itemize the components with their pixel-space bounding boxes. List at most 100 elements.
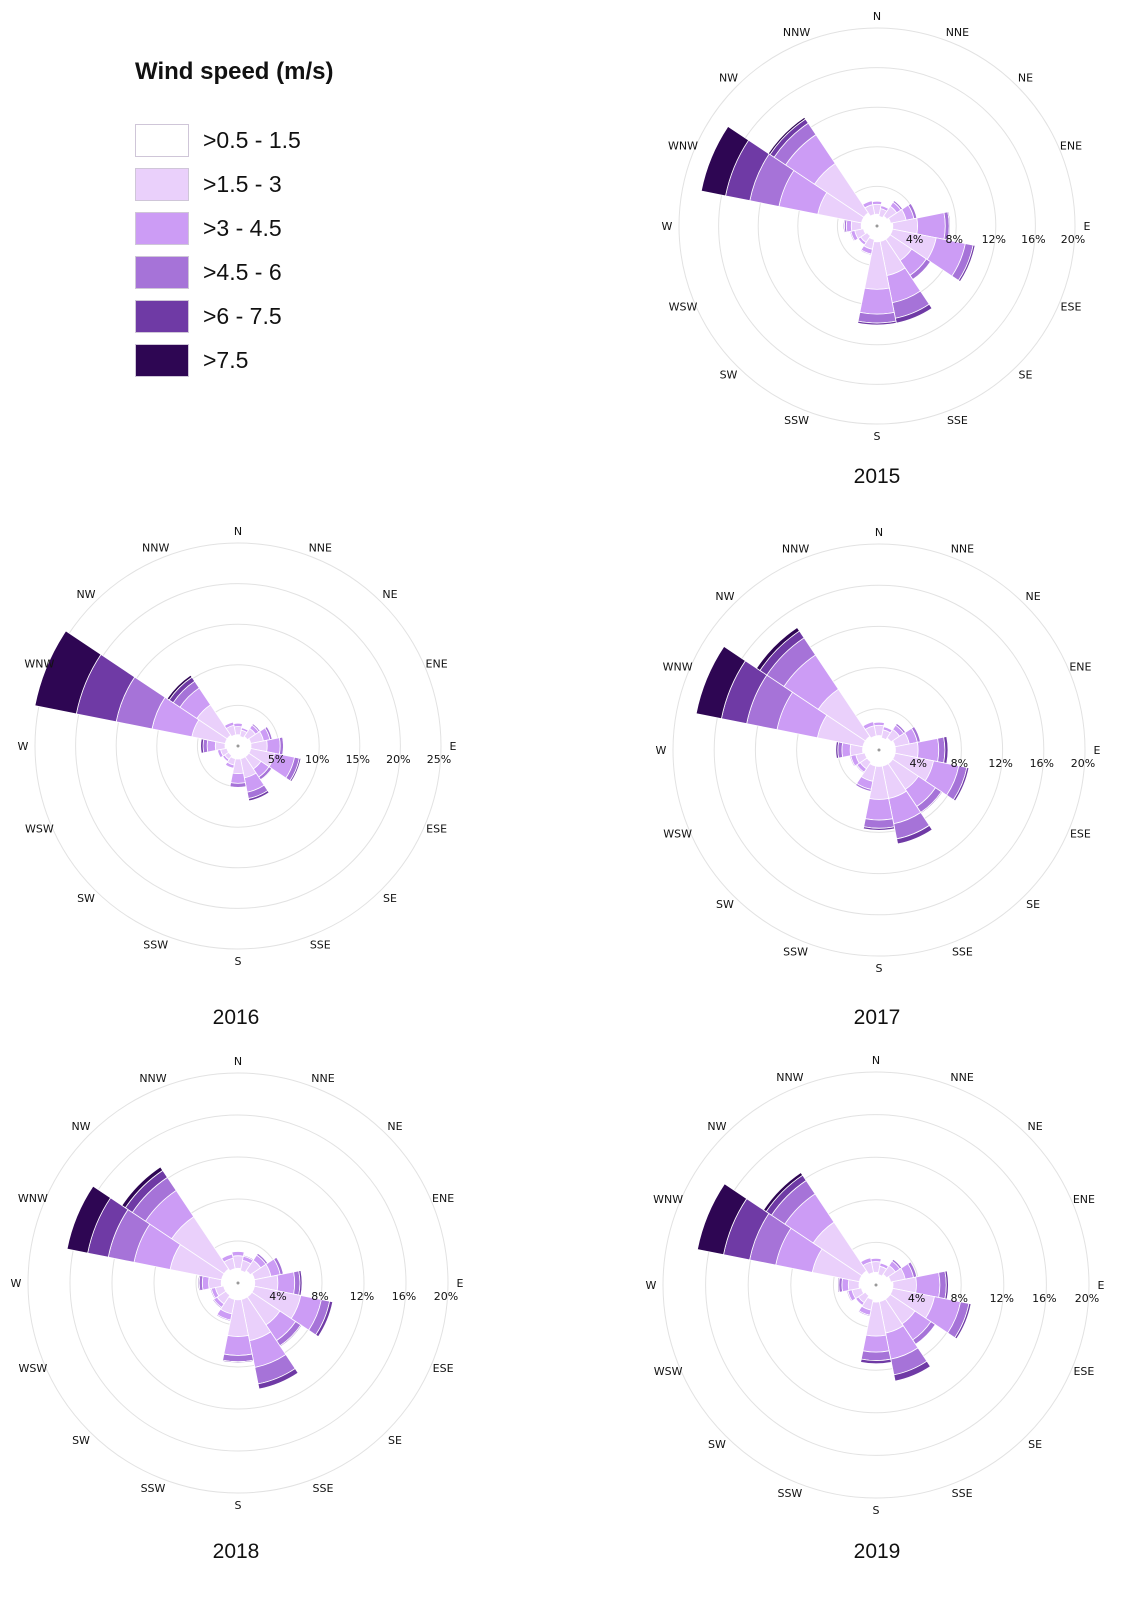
legend-item: >7.5 [135, 338, 455, 382]
direction-label: NE [1026, 590, 1041, 603]
direction-label: SW [720, 369, 738, 382]
direction-label: E [450, 740, 457, 753]
direction-label: NNW [782, 543, 809, 556]
direction-label: NW [707, 1120, 726, 1133]
wind-bar-segment [767, 116, 807, 156]
wind-bar-segment [315, 1300, 334, 1338]
grid-ring [672, 543, 1086, 957]
direction-label: SSW [784, 414, 809, 427]
direction-label: E [457, 1277, 464, 1290]
year-label: 2016 [212, 1006, 260, 1029]
radial-tick-label: 4% [906, 233, 923, 246]
legend-label: >4.5 - 6 [203, 258, 282, 285]
grid-ring [111, 1156, 365, 1410]
direction-label: NE [382, 588, 397, 601]
direction-label: NNE [309, 541, 332, 554]
legend-swatch [135, 167, 189, 201]
direction-label: E [1084, 220, 1091, 233]
direction-label: WSW [663, 827, 692, 840]
legend-label: >7.5 [203, 346, 249, 373]
direction-label: WNW [653, 1193, 683, 1206]
radial-tick-label: 12% [990, 1292, 1014, 1305]
direction-label: W [646, 1279, 657, 1292]
direction-label: NW [715, 590, 734, 603]
direction-label: SW [77, 892, 95, 905]
direction-label: WSW [19, 1362, 48, 1375]
direction-label: NE [1018, 72, 1033, 85]
radial-tick-label: 12% [350, 1290, 374, 1303]
direction-label: N [872, 1054, 880, 1067]
direction-label: WNW [663, 661, 693, 674]
radial-tick-label: 8% [311, 1290, 328, 1303]
grid-ring [747, 1156, 1005, 1414]
direction-label: WNW [18, 1192, 48, 1205]
wind-bar-segment [289, 757, 302, 783]
wind-bar-segment [862, 1334, 890, 1353]
direction-label: ENE [1060, 140, 1082, 153]
radial-tick-label: 4% [909, 757, 926, 770]
direction-label: W [18, 740, 29, 753]
direction-label: SSW [141, 1482, 166, 1495]
center-point [877, 748, 881, 752]
wind-bar-segment [896, 824, 933, 845]
wind-bar-segment [857, 320, 897, 326]
direction-label: NW [71, 1120, 90, 1133]
direction-label: E [1094, 744, 1101, 757]
direction-label: NE [1028, 1120, 1043, 1133]
direction-label: NNE [950, 1071, 973, 1084]
direction-label: SSE [310, 939, 331, 952]
year-label: 2018 [212, 1540, 260, 1563]
direction-label: NNW [783, 26, 810, 39]
grid-ring [790, 1199, 962, 1371]
year-label: 2017 [853, 1006, 901, 1029]
grid-ring [75, 583, 401, 909]
grid-ring [754, 625, 1004, 875]
grid-ring [718, 67, 1036, 385]
legend-item: >4.5 - 6 [135, 250, 455, 294]
wind-bar-segment [66, 1185, 112, 1254]
direction-label: NW [76, 588, 95, 601]
radial-tick-label: 16% [1021, 233, 1045, 246]
wind-bar-segment [854, 782, 872, 792]
direction-label: SW [716, 898, 734, 911]
wind-bar-segment [215, 1313, 232, 1322]
direction-label: W [11, 1277, 22, 1290]
direction-label: SE [1019, 369, 1033, 382]
direction-label: NW [719, 72, 738, 85]
wind-bar-segment [696, 1183, 748, 1256]
legend-swatch [135, 343, 189, 377]
radial-tick-label: 20% [1071, 757, 1095, 770]
wind-bar-segment [755, 626, 801, 672]
direction-label: SSW [143, 939, 168, 952]
wind-bar-segment [860, 1358, 892, 1365]
grid-ring [796, 667, 962, 833]
legend-swatch [135, 299, 189, 333]
legend-label: >0.5 - 1.5 [203, 126, 301, 153]
grid-ring [662, 1071, 1090, 1499]
radial-tick-label: 4% [908, 1292, 925, 1305]
radial-tick-label: 20% [1075, 1292, 1099, 1305]
wind-bar-segment [223, 721, 235, 730]
direction-label: ESE [1070, 827, 1091, 840]
legend-swatch [135, 211, 189, 245]
radial-tick-label: 12% [982, 233, 1006, 246]
direction-label: NE [387, 1120, 402, 1133]
wind-bar-segment [841, 1277, 850, 1293]
direction-label: S [876, 962, 883, 975]
wind-bar-segment [233, 722, 243, 728]
direction-label: ENE [432, 1192, 454, 1205]
direction-label: SE [1026, 898, 1040, 911]
radial-tick-label: 20% [1061, 233, 1085, 246]
wind-bar-segment [166, 674, 193, 701]
radial-tick-label: 10% [305, 753, 329, 766]
wind-bar-segment [695, 645, 746, 720]
direction-label: SSW [783, 945, 808, 958]
legend-label: >6 - 7.5 [203, 302, 282, 329]
wind-bar-segment [870, 1257, 882, 1263]
grid-ring [713, 584, 1045, 916]
direction-label: WSW [654, 1365, 683, 1378]
wind-bar-segment [224, 764, 235, 770]
year-label: 2015 [853, 465, 901, 488]
